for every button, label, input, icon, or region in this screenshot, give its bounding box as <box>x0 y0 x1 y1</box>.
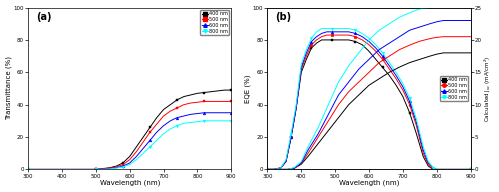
Y-axis label: Calculated J$_{sc}$ (mA/cm$^2$): Calculated J$_{sc}$ (mA/cm$^2$) <box>483 55 494 122</box>
Text: (a): (a) <box>36 12 52 22</box>
Y-axis label: Transmittance (%): Transmittance (%) <box>5 56 12 120</box>
X-axis label: Wavelength (nm): Wavelength (nm) <box>99 180 160 186</box>
Legend: 400 nm, 500 nm, 600 nm, 800 nm: 400 nm, 500 nm, 600 nm, 800 nm <box>440 76 468 101</box>
X-axis label: Wavelength (nm): Wavelength (nm) <box>339 180 399 186</box>
Y-axis label: EQE (%): EQE (%) <box>245 74 251 103</box>
Text: (b): (b) <box>275 12 292 22</box>
Legend: 400 nm, 500 nm, 600 nm, 800 nm: 400 nm, 500 nm, 600 nm, 800 nm <box>200 10 229 35</box>
